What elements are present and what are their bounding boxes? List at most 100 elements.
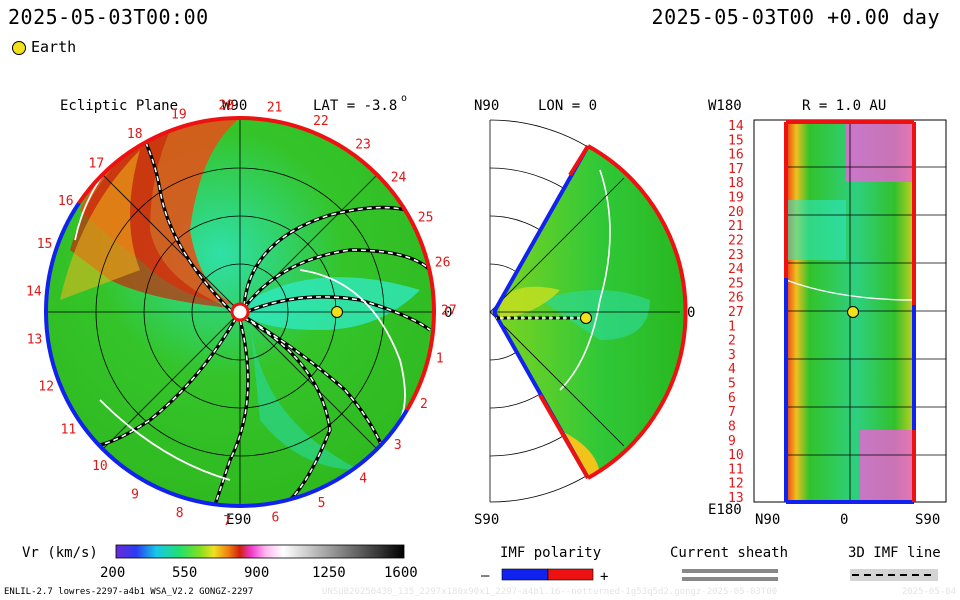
earth-marker-radial — [847, 306, 859, 318]
radial-day-tick: 25 — [728, 276, 744, 291]
radial-day-tick: 4 — [728, 362, 736, 377]
radial-day-tick: 16 — [728, 148, 744, 163]
fast-stream-edge — [60, 150, 140, 300]
radial-day-tick: 3 — [728, 348, 736, 363]
colorbar-scale — [115, 544, 405, 559]
colorbar-tick-550: 550 — [172, 565, 197, 581]
radial-dense-patch — [786, 200, 846, 260]
current-sheath-title: Current sheath — [670, 545, 788, 561]
radial-day-tick: 12 — [728, 477, 744, 492]
colorbar-label: Vr (km/s) — [22, 545, 98, 561]
ecliptic-lat-degree: o — [401, 93, 407, 104]
earth-legend-icon — [12, 41, 26, 55]
ecliptic-day-tick: 26 — [435, 256, 451, 271]
meridional-lon-label: LON = 0 — [538, 98, 597, 114]
radial-day-tick: 7 — [728, 405, 736, 420]
ecliptic-day-ticks: 20 21222324252627123456789101112131415161… — [26, 99, 457, 529]
ecliptic-day-tick: 21 — [267, 101, 283, 116]
ecliptic-day-tick: 5 — [318, 496, 326, 511]
ecliptic-day-tick: 6 — [272, 510, 280, 525]
ecliptic-day-tick: 19 — [171, 108, 187, 123]
colorbar-tick-1600: 1600 — [384, 565, 418, 581]
colorbar-tick-900: 900 — [244, 565, 269, 581]
ecliptic-day-tick: 1 — [436, 352, 444, 367]
ecliptic-day-tick: 9 — [131, 487, 139, 502]
run-date-stamp: 2025-05-04 — [901, 587, 956, 597]
meridional-plane-panel: N90 S90 LON = 0 0 — [474, 98, 695, 528]
ecliptic-day-tick: 13 — [27, 333, 43, 348]
ecliptic-title: Ecliptic Plane — [60, 98, 178, 114]
current-sheath-swatch-a — [682, 569, 778, 573]
radial-day-tick: 9 — [728, 434, 736, 449]
radial-day-tick: 15 — [728, 133, 744, 148]
ecliptic-day-tick: 11 — [61, 422, 77, 437]
radial-day-tick: 24 — [728, 262, 744, 277]
radial-day-tick: 14 — [728, 119, 744, 134]
run-identifier: UNSUB20250430_135_2297x180x90x1_2297-a4b… — [322, 587, 778, 597]
radial-x-label-north: N90 — [755, 512, 780, 528]
radial-day-tick: 23 — [728, 248, 744, 263]
radial-day-tick: 19 — [728, 191, 744, 206]
ecliptic-day-tick: 24 — [391, 170, 407, 185]
meridional-top-label: N90 — [474, 98, 499, 114]
radial-title: R = 1.0 AU — [802, 98, 886, 114]
ecliptic-day-tick: 16 — [58, 194, 74, 209]
ecliptic-day-tick: 7 — [223, 514, 231, 529]
earth-marker-meridional — [580, 312, 592, 324]
ecliptic-day-tick: 15 — [37, 237, 53, 252]
radial-day-tick: 6 — [728, 391, 736, 406]
meridional-grid-overlay — [489, 177, 680, 447]
radial-fast-south — [860, 430, 914, 502]
meridional-outer-arc — [587, 144, 688, 480]
radial-day-tick: 13 — [728, 491, 744, 506]
radial-day-tick: 1 — [728, 319, 736, 334]
imf-polarity-title: IMF polarity — [500, 545, 601, 561]
radial-x-label-zero: 0 — [840, 512, 848, 528]
imf-negative-swatch — [501, 568, 549, 581]
meridional-edge-north-tip — [568, 144, 590, 177]
radial-day-tick: 10 — [728, 448, 744, 463]
radial-day-tick: 27 — [728, 305, 744, 320]
radial-day-tick: 21 — [728, 219, 744, 234]
radial-day-tick: 2 — [728, 334, 736, 349]
ecliptic-day-tick: 10 — [92, 459, 108, 474]
radial-sheath-line — [785, 279, 915, 301]
radial-map-panel: W180 E180 R = 1.0 AU N90 0 S90 141516171… — [708, 98, 947, 528]
ecliptic-day-tick: 12 — [38, 379, 54, 394]
dense-region-south — [250, 320, 360, 470]
meridional-edge-south-tip — [538, 393, 590, 480]
radial-grid — [786, 120, 946, 502]
imf-positive-swatch — [547, 568, 594, 581]
radial-day-tick: 26 — [728, 291, 744, 306]
radial-top-label: W180 — [708, 98, 742, 114]
polarity-ring-positive — [239, 116, 437, 412]
frame-timestamp: 2025-05-03T00:00 — [8, 5, 209, 29]
meridional-right-label: 0 — [687, 305, 695, 321]
meridional-dense-patch — [540, 290, 650, 340]
current-sheath-swatch-b — [682, 577, 778, 581]
polarity-ring-negative-west — [43, 201, 81, 313]
ecliptic-day-tick: 17 — [89, 156, 105, 171]
polarity-ring-negative-south — [44, 311, 409, 509]
ecliptic-day-tick: 2 — [420, 397, 428, 412]
radial-day-tick: 18 — [728, 176, 744, 191]
ecliptic-day-tick: 27 — [441, 304, 457, 319]
ecliptic-day-tick: 3 — [394, 438, 402, 453]
velocity-colorbar: Vr (km/s) 200 550 900 1250 1600 — [22, 544, 418, 581]
radial-bottom-label: E180 — [708, 502, 742, 518]
radial-day-tick: 20 — [728, 205, 744, 220]
radial-day-ticks: 1415161718192021222324252627123456789101… — [728, 119, 744, 506]
imf-polarity-legend: IMF polarity – + — [481, 545, 608, 585]
ecliptic-day-tick: 20 — [219, 99, 235, 114]
model-info: ENLIL-2.7 lowres-2297-a4b1 WSA_V2.2 GONG… — [4, 587, 254, 597]
radial-day-tick: 17 — [728, 162, 744, 177]
ecliptic-right-label: 0 — [444, 305, 452, 321]
radial-day-tick: 8 — [728, 420, 736, 435]
earth-marker-ecliptic — [331, 306, 343, 318]
colorbar-tick-200: 200 — [100, 565, 125, 581]
ecliptic-plane-panel: Ecliptic Plane W90 E90 0 LAT = -3.8 o 20… — [26, 93, 457, 529]
ecliptic-day-tick: 25 — [418, 211, 434, 226]
earth-legend-label: Earth — [31, 38, 77, 56]
radial-x-label-south: S90 — [915, 512, 940, 528]
